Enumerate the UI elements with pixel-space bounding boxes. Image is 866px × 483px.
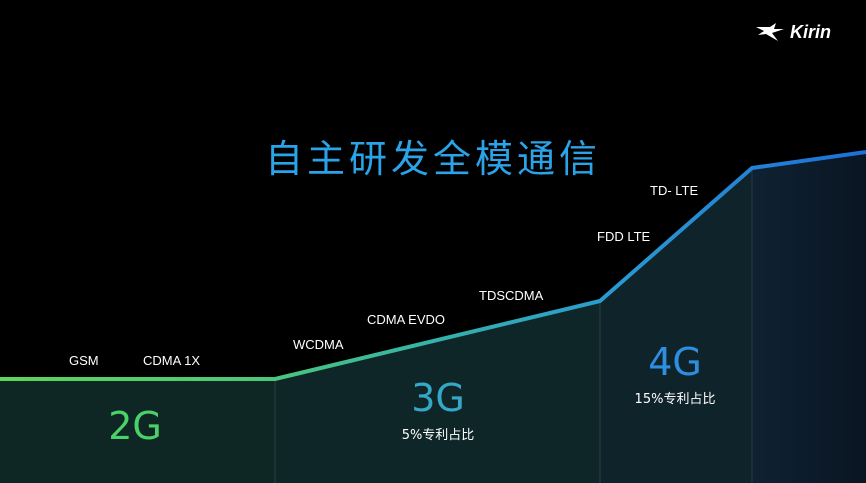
kirin-logo: Kirin [756,20,831,44]
gen-4g-label: 4G [648,340,702,384]
gen-3g-share: 5%专利占比 [401,428,475,443]
label-cdma-1x: CDMA 1X [143,353,201,368]
area-3g [275,301,600,483]
label-gsm: GSM [69,353,99,368]
area-4g [600,168,752,483]
gen-3g-label: 3G [411,376,465,420]
label-tdscdma: TDSCDMA [479,288,544,303]
kirin-bird-icon [756,23,784,41]
label-fdd-lte: FDD LTE [597,229,651,244]
label-td-lte: TD- LTE [650,183,699,198]
page-title: 自主研发全模通信 [264,137,601,181]
gen-2g-label: 2G [108,404,162,448]
label-cdma-evdo: CDMA EVDO [367,312,446,327]
gen-4g-share: 15%专利占比 [634,392,716,407]
evolution-line [0,150,866,381]
area-2g [0,379,275,483]
label-wcdma: WCDMA [293,337,344,352]
logo-text: Kirin [790,21,832,42]
area-future [752,152,866,483]
